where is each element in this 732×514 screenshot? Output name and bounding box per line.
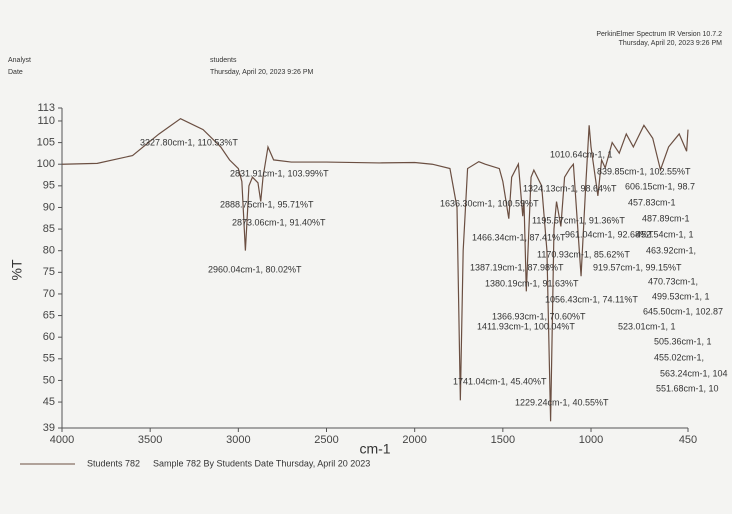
peak-annotation: 1466.34cm-1, 87.41%T xyxy=(472,232,566,242)
date-label: Date xyxy=(8,69,23,76)
y-tick-label: 45 xyxy=(43,396,55,408)
date: Thursday, April 20, 2023 9:26 PM xyxy=(210,69,314,76)
y-tick-label: 100 xyxy=(37,158,55,170)
peak-annotation: 1056.43cm-1, 74.11%T xyxy=(545,294,638,304)
legend-note: Sample 782 By Students Date Thursday, Ap… xyxy=(153,458,370,468)
y-tick-label: 95 xyxy=(43,180,55,192)
y-tick-label: 39 xyxy=(43,422,55,434)
peak-annotation: 2831.91cm-1, 103.99%T xyxy=(230,168,329,178)
peak-annotation: 1411.93cm-1, 100.04%T xyxy=(477,321,575,331)
peak-annotation: 1010.64cm-1, 1 xyxy=(550,149,613,159)
peak-annotation: 645.50cm-1, 102.87 xyxy=(643,306,723,316)
peak-annotation: 452.54cm-1, 1 xyxy=(636,229,694,239)
y-tick-label: 70 xyxy=(43,288,55,300)
peak-annotation: 1741.04cm-1, 45.40%T xyxy=(453,376,547,386)
y-tick-label: 110 xyxy=(37,115,55,127)
y-tick-label: 75 xyxy=(43,266,55,278)
peak-annotation: 563.24cm-1, 104 xyxy=(660,368,728,378)
analyst: students xyxy=(210,57,237,64)
peak-annotation: 1380.19cm-1, 91.63%T xyxy=(485,278,579,288)
spectrum-line xyxy=(61,117,689,422)
peak-annotation: 499.53cm-1, 1 xyxy=(652,291,710,301)
y-tick-label: 85 xyxy=(43,223,55,235)
analyst-label: Analyst xyxy=(8,57,31,64)
peak-annotation: 551.68cm-1, 10 xyxy=(656,383,719,393)
x-tick-label: 1000 xyxy=(579,434,603,446)
peak-annotation: 1229.24cm-1, 40.55%T xyxy=(515,397,609,407)
peak-annotation: 487.89cm-1 xyxy=(642,213,690,223)
peak-annotation: 470.73cm-1, xyxy=(648,276,698,286)
y-tick-label: 60 xyxy=(43,331,55,343)
software-version: PerkinElmer Spectrum IR Version 10.7.2 xyxy=(596,31,722,38)
peak-annotation: 606.15cm-1, 98.7 xyxy=(625,181,695,191)
y-tick-label: 65 xyxy=(43,309,55,321)
peak-annotation: 505.36cm-1, 1 xyxy=(654,336,712,346)
y-tick-label: 113 xyxy=(37,102,55,114)
peak-annotation: 961.04cm-1, 92.68%T xyxy=(565,229,654,239)
y-tick-label: 80 xyxy=(43,245,55,257)
peak-annotation: 1387.19cm-1, 87.98%T xyxy=(470,262,564,272)
y-tick-label: 50 xyxy=(43,374,55,386)
x-tick-label: 2500 xyxy=(314,434,338,446)
y-tick-label: 90 xyxy=(43,201,55,213)
peak-annotation: 2960.04cm-1, 80.02%T xyxy=(208,264,302,274)
peak-annotation: 2873.06cm-1, 91.40%T xyxy=(232,217,326,227)
peak-annotation: 523.01cm-1, 1 xyxy=(618,321,676,331)
x-tick-label: 2000 xyxy=(402,434,426,446)
peak-annotation: 455.02cm-1, xyxy=(654,352,704,362)
x-axis-label: cm-1 xyxy=(359,441,390,457)
peak-annotation: 839.85cm-1, 102.55%T xyxy=(597,166,691,176)
peak-annotation: 457.83cm-1 xyxy=(628,197,676,207)
x-tick-label: 450 xyxy=(679,434,697,446)
x-tick-label: 3000 xyxy=(226,434,250,446)
peak-annotation: 1170.93cm-1, 85.62%T xyxy=(537,249,630,259)
peak-annotation: 1195.57cm-1, 91.36%T xyxy=(532,215,625,225)
peak-annotation: 463.92cm-1, xyxy=(646,245,696,255)
x-tick-label: 3500 xyxy=(138,434,162,446)
y-tick-label: 55 xyxy=(43,353,55,365)
x-tick-label: 1500 xyxy=(491,434,515,446)
x-tick-label: 4000 xyxy=(50,434,74,446)
peak-annotation: 1324.13cm-1, 98.64%T xyxy=(523,183,617,193)
timestamp: Thursday, April 20, 2023 9:26 PM xyxy=(619,40,723,47)
peak-annotation: 1636.30cm-1, 100.59%T xyxy=(440,198,539,208)
peak-annotation: 3327.80cm-1, 110.53%T xyxy=(140,137,238,147)
peak-annotation: 919.57cm-1, 99.15%T xyxy=(593,262,682,272)
y-axis-label: %T xyxy=(9,259,25,280)
y-tick-label: 105 xyxy=(37,137,55,149)
peak-annotation: 1366.93cm-1, 70.60%T xyxy=(492,311,586,321)
legend-label: Students 782 xyxy=(87,458,140,468)
peak-annotation: 2888.75cm-1, 95.71%T xyxy=(220,199,314,209)
